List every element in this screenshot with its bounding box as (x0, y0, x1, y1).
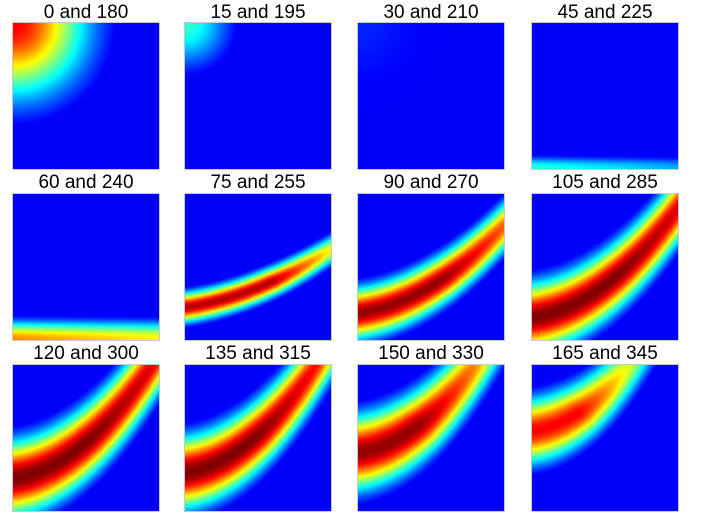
panel-title: 0 and 180 (43, 2, 129, 23)
heatmap-panel (12, 22, 160, 170)
heatmap-panel (184, 364, 332, 512)
panel-title: 30 and 210 (383, 2, 479, 23)
heatmap-panel (357, 22, 505, 170)
panel-title: 60 and 240 (38, 172, 134, 193)
panel-title: 120 and 300 (33, 343, 139, 364)
panel-title: 90 and 270 (383, 172, 479, 193)
panel-title: 15 and 195 (210, 2, 306, 23)
heatmap-panel (184, 22, 332, 170)
panel-title: 75 and 255 (210, 172, 306, 193)
panel-title: 45 and 225 (557, 2, 653, 23)
heatmap-panel (531, 364, 679, 512)
panel-title: 150 and 330 (378, 343, 484, 364)
panel-title: 105 and 285 (552, 172, 658, 193)
heatmap-panel (357, 193, 505, 341)
heatmap-panel (12, 364, 160, 512)
heatmap-panel (531, 22, 679, 170)
panel-title: 135 and 315 (205, 343, 311, 364)
heatmap-panel (531, 193, 679, 341)
heatmap-panel (12, 193, 160, 341)
panel-title: 165 and 345 (552, 343, 658, 364)
heatmap-panel (184, 193, 332, 341)
heatmap-panel (357, 364, 505, 512)
